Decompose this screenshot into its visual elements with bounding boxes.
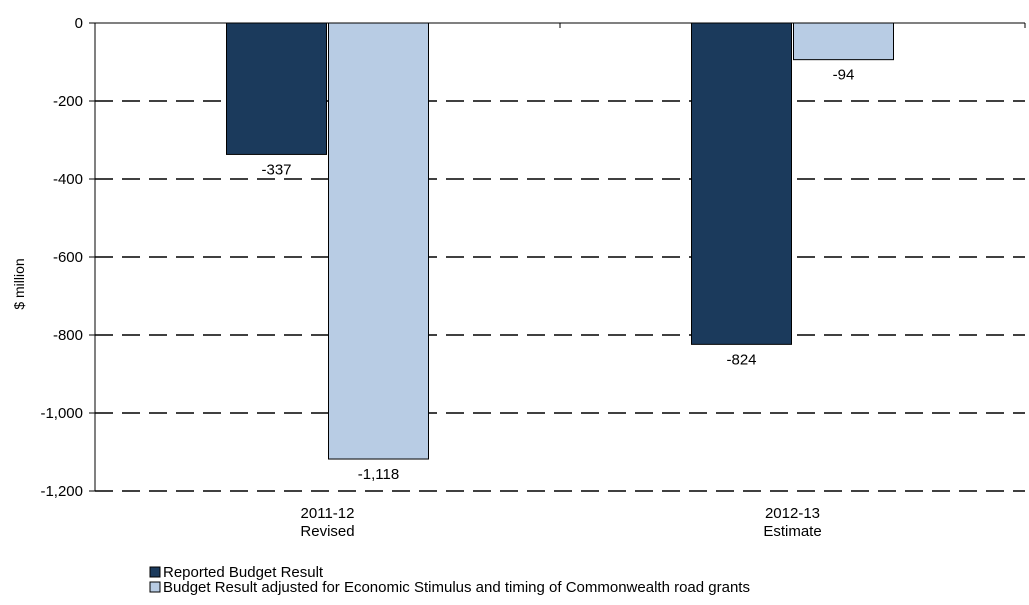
x-tick-label: Estimate (763, 523, 821, 540)
bar-reported (226, 22, 327, 155)
bar-adjusted (328, 22, 429, 460)
y-tick-label: -200 (53, 93, 83, 110)
bars (226, 22, 894, 460)
y-tick-label: -1,000 (40, 405, 83, 422)
y-tick-label: -600 (53, 249, 83, 266)
bar-reported (691, 22, 792, 345)
gridlines (95, 100, 1025, 492)
y-tick-label: -800 (53, 327, 83, 344)
data-labels: -337 -1,118 -824 -94 (261, 67, 854, 483)
y-tick-label: -400 (53, 171, 83, 188)
x-tick-label: Revised (300, 523, 354, 540)
axes (89, 22, 1026, 492)
legend-swatch (149, 566, 161, 578)
y-axis-title: $ million (11, 258, 27, 309)
legend-label: Reported Budget Result (163, 564, 324, 581)
y-tick-label: 0 (75, 15, 83, 32)
x-tick-label: 2011-12 (301, 505, 355, 522)
legend-swatch (149, 581, 161, 593)
data-label: -337 (261, 161, 291, 178)
y-tick-labels: 0 -200 -400 -600 -800 -1,000 -1,200 (40, 15, 83, 500)
data-label: -1,118 (358, 466, 399, 483)
data-label: -94 (833, 67, 855, 84)
y-tick-label: -1,200 (40, 483, 83, 500)
legend-label: Budget Result adjusted for Economic Stim… (163, 579, 750, 596)
bar-adjusted (793, 22, 894, 61)
x-tick-label: 2012-13 (765, 505, 820, 522)
data-label: -824 (726, 351, 756, 368)
